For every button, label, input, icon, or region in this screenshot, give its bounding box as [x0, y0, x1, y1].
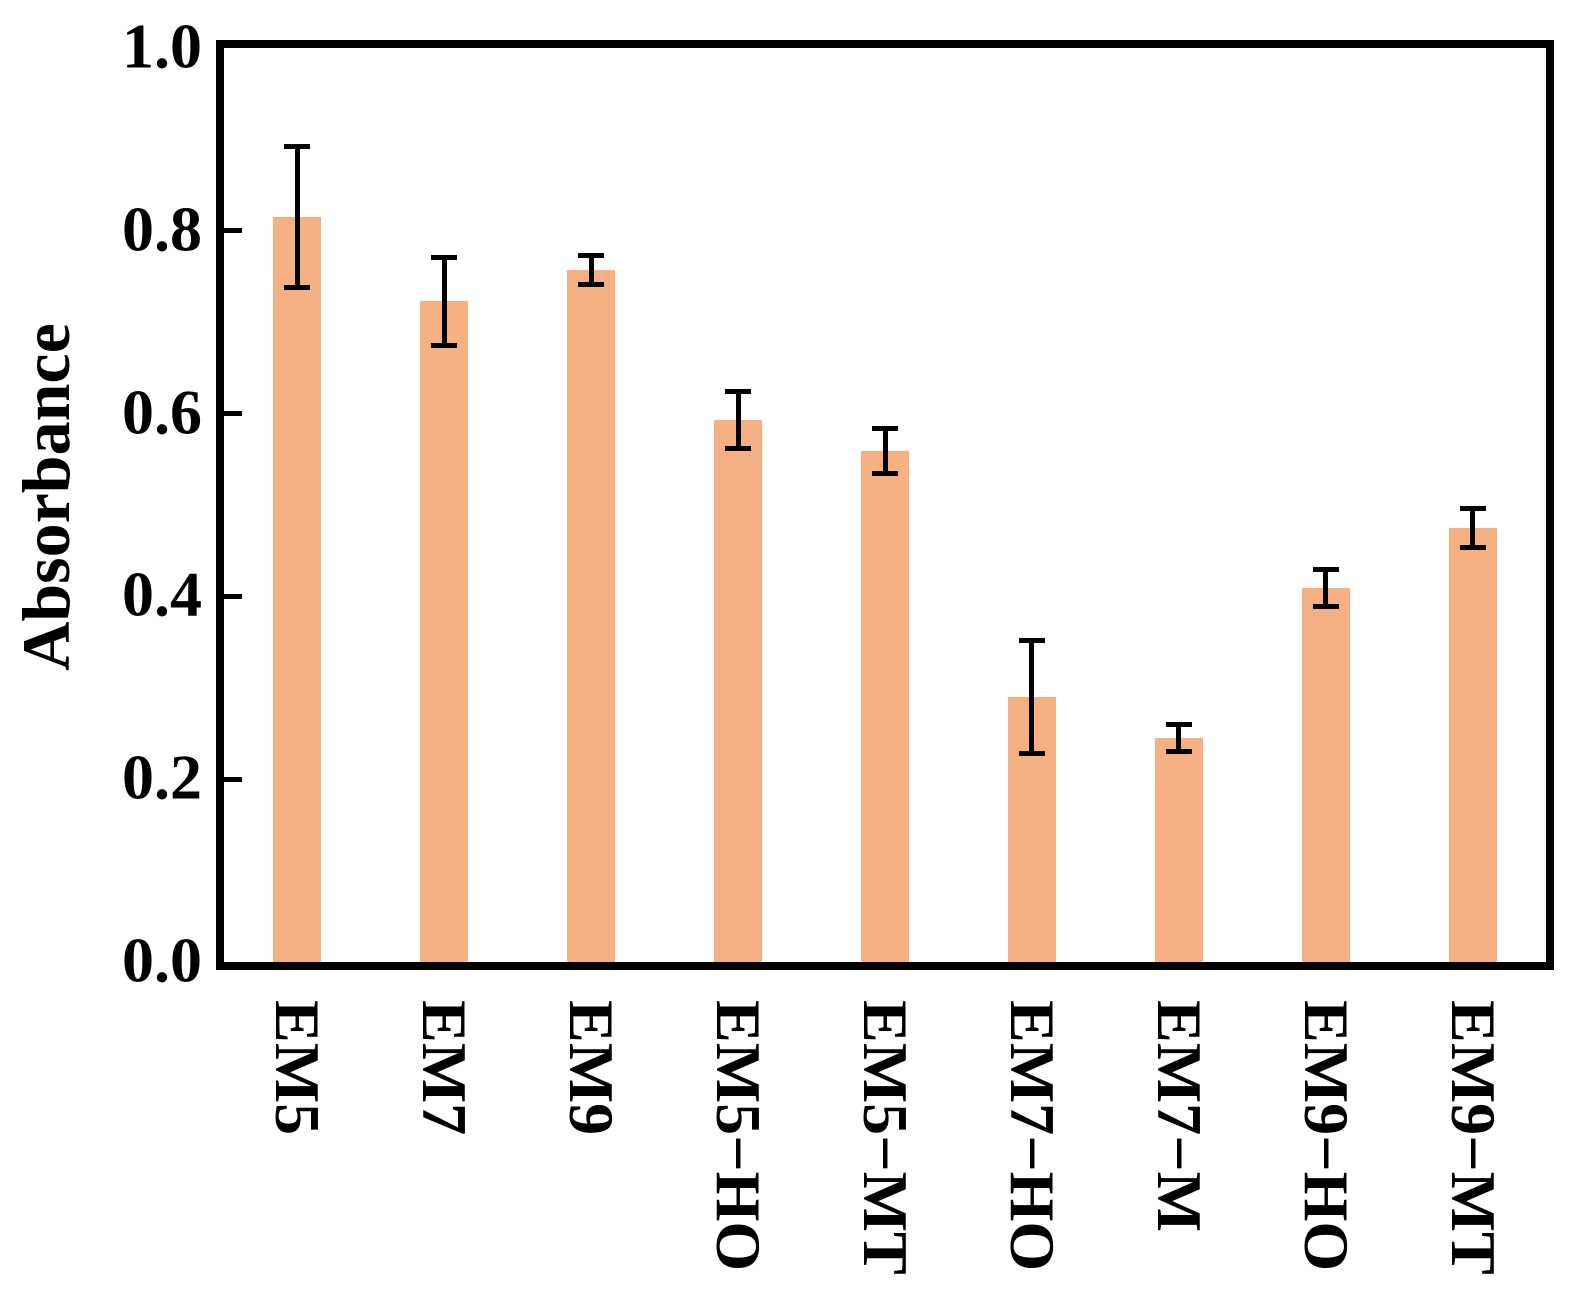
error-bar-cap — [725, 389, 751, 394]
error-bar-cap — [1019, 638, 1045, 643]
error-bar-cap — [872, 426, 898, 431]
y-tick-mark — [224, 594, 242, 599]
error-bar-line — [736, 392, 741, 449]
error-bar-line — [589, 255, 594, 284]
error-bar-line — [295, 147, 300, 288]
y-tick-label: 0.4 — [122, 558, 202, 630]
error-bar-line — [1323, 570, 1328, 607]
error-bar-cap — [872, 471, 898, 476]
bar — [273, 217, 321, 962]
error-bar-line — [883, 428, 888, 474]
error-bar-cap — [578, 282, 604, 287]
x-tick-label: EM9−HO — [1291, 1000, 1362, 1272]
bar — [567, 270, 615, 962]
error-bar-line — [1029, 640, 1034, 753]
x-tick-label: EM5−HO — [703, 1000, 774, 1272]
error-bar-cap — [1460, 545, 1486, 550]
error-bar-cap — [725, 446, 751, 451]
x-tick-label: EM5 — [262, 1000, 333, 1136]
bar — [1449, 528, 1497, 962]
y-tick-mark — [224, 228, 242, 233]
y-tick-mark — [224, 411, 242, 416]
x-tick-label: EM9−MT — [1438, 1000, 1509, 1275]
x-tick-label: EM7 — [409, 1000, 480, 1136]
x-tick-label: EM5−MT — [850, 1000, 921, 1275]
error-bar-cap — [284, 285, 310, 290]
error-bar-cap — [431, 255, 457, 260]
y-tick-label: 0.0 — [122, 924, 202, 996]
error-bar-line — [442, 257, 447, 345]
bar — [420, 301, 468, 962]
y-tick-label: 0.6 — [122, 376, 202, 448]
bar — [714, 420, 762, 962]
error-bar-cap — [431, 343, 457, 348]
bar — [1302, 588, 1350, 962]
error-bar-cap — [1166, 749, 1192, 754]
x-tick-label: EM9 — [556, 1000, 627, 1136]
error-bar-cap — [1460, 506, 1486, 511]
error-bar-cap — [578, 253, 604, 258]
y-tick-mark — [224, 777, 242, 782]
x-tick-label: EM7−M — [1144, 1000, 1215, 1232]
error-bar-cap — [284, 144, 310, 149]
error-bar-line — [1470, 509, 1475, 547]
error-bar-line — [1176, 724, 1181, 751]
error-bar-cap — [1313, 567, 1339, 572]
y-tick-label: 0.8 — [122, 193, 202, 265]
error-bar-cap — [1019, 751, 1045, 756]
y-tick-label: 1.0 — [122, 10, 202, 82]
y-tick-label: 0.2 — [122, 741, 202, 813]
bar — [861, 451, 909, 962]
error-bar-cap — [1166, 722, 1192, 727]
bar — [1155, 738, 1203, 962]
error-bar-cap — [1313, 604, 1339, 609]
x-tick-label: EM7−HO — [997, 1000, 1068, 1272]
plot-frame — [216, 40, 1554, 970]
